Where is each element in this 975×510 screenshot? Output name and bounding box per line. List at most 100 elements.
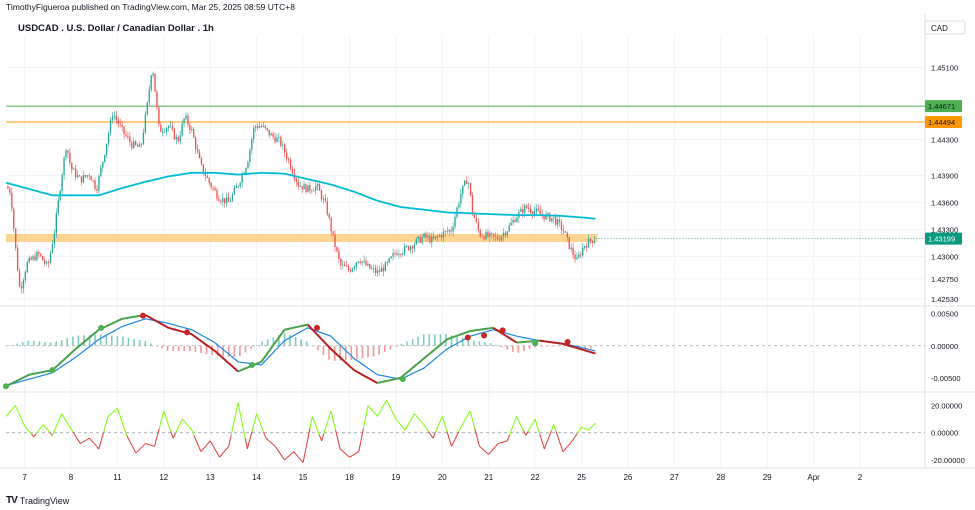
candle[interactable] [229,200,232,202]
candle[interactable] [200,158,203,165]
candle[interactable] [320,190,323,200]
candle[interactable] [146,102,148,115]
candle[interactable] [392,253,394,257]
candle[interactable] [384,262,387,272]
candle[interactable] [338,250,340,259]
crossover-marker[interactable] [184,329,191,336]
candle[interactable] [574,254,576,260]
currency-box[interactable] [924,20,966,35]
candle[interactable] [253,127,255,140]
candle[interactable] [376,270,379,273]
candle[interactable] [254,126,257,128]
candle[interactable] [175,137,177,140]
candle[interactable] [543,215,545,220]
candle[interactable] [285,152,288,160]
candle[interactable] [404,246,406,254]
candle[interactable] [465,180,468,184]
crossover-marker[interactable] [532,340,539,347]
candle[interactable] [270,133,272,136]
candle[interactable] [218,198,220,202]
candle[interactable] [330,218,332,232]
candle[interactable] [34,256,36,261]
candle[interactable] [208,177,210,183]
candle[interactable] [204,173,207,177]
candle[interactable] [291,168,294,174]
candle[interactable] [535,208,537,212]
candle[interactable] [144,114,147,133]
candle[interactable] [564,231,567,233]
candle[interactable] [402,253,404,255]
candle[interactable] [553,217,555,219]
candle[interactable] [282,144,284,146]
candle[interactable] [225,197,228,204]
candle[interactable] [14,228,17,249]
candle[interactable] [582,247,584,256]
candle[interactable] [365,260,367,266]
candle[interactable] [307,184,309,193]
candle[interactable] [361,261,363,263]
candle[interactable] [340,258,342,266]
candle[interactable] [498,239,501,241]
candle[interactable] [316,184,319,187]
candle[interactable] [436,236,439,238]
candle[interactable] [423,233,425,238]
candle[interactable] [73,168,75,170]
candle[interactable] [324,198,327,202]
candle[interactable] [390,256,392,259]
candle[interactable] [231,194,234,201]
candle[interactable] [512,219,514,223]
candle[interactable] [84,175,87,177]
candle[interactable] [425,233,427,238]
candle[interactable] [167,126,170,129]
candle[interactable] [127,135,129,138]
candle[interactable] [303,184,305,190]
candle[interactable] [545,214,547,220]
candle[interactable] [500,236,503,241]
candle[interactable] [520,208,522,212]
candle[interactable] [260,126,263,128]
candle[interactable] [551,218,553,222]
candle[interactable] [179,135,181,142]
candle[interactable] [309,184,311,191]
candle[interactable] [80,176,83,183]
candle[interactable] [373,268,375,270]
tradingview-logo[interactable]: TV TradingView [6,492,69,510]
candle[interactable] [24,272,27,281]
candle[interactable] [247,162,249,169]
candle[interactable] [409,246,412,251]
candle[interactable] [173,128,176,140]
candle[interactable] [156,91,158,108]
candle[interactable] [378,270,381,272]
candle[interactable] [11,192,13,209]
candle[interactable] [415,238,417,245]
candle[interactable] [13,208,15,229]
candle[interactable] [429,236,431,243]
candle[interactable] [531,212,534,215]
candle[interactable] [464,180,466,186]
candle[interactable] [467,183,470,184]
candle[interactable] [558,219,561,223]
candle[interactable] [177,137,179,142]
candle[interactable] [332,231,334,235]
candle[interactable] [367,263,369,266]
candle[interactable] [32,256,34,260]
candle[interactable] [9,188,11,193]
candle[interactable] [148,89,150,103]
level-price-tag[interactable] [925,100,962,113]
candle[interactable] [460,193,462,204]
candle[interactable] [150,75,152,90]
crossover-marker[interactable] [248,362,255,369]
candle[interactable] [104,154,106,162]
candle[interactable] [264,125,267,129]
candle[interactable] [444,230,447,232]
candle[interactable] [485,232,487,240]
candle[interactable] [314,186,317,191]
candle[interactable] [121,124,123,127]
candle[interactable] [49,252,52,263]
candle[interactable] [522,208,524,214]
candle[interactable] [88,175,90,177]
candle[interactable] [514,219,516,223]
candle[interactable] [510,222,512,226]
candle[interactable] [405,246,408,247]
candle[interactable] [53,233,56,245]
